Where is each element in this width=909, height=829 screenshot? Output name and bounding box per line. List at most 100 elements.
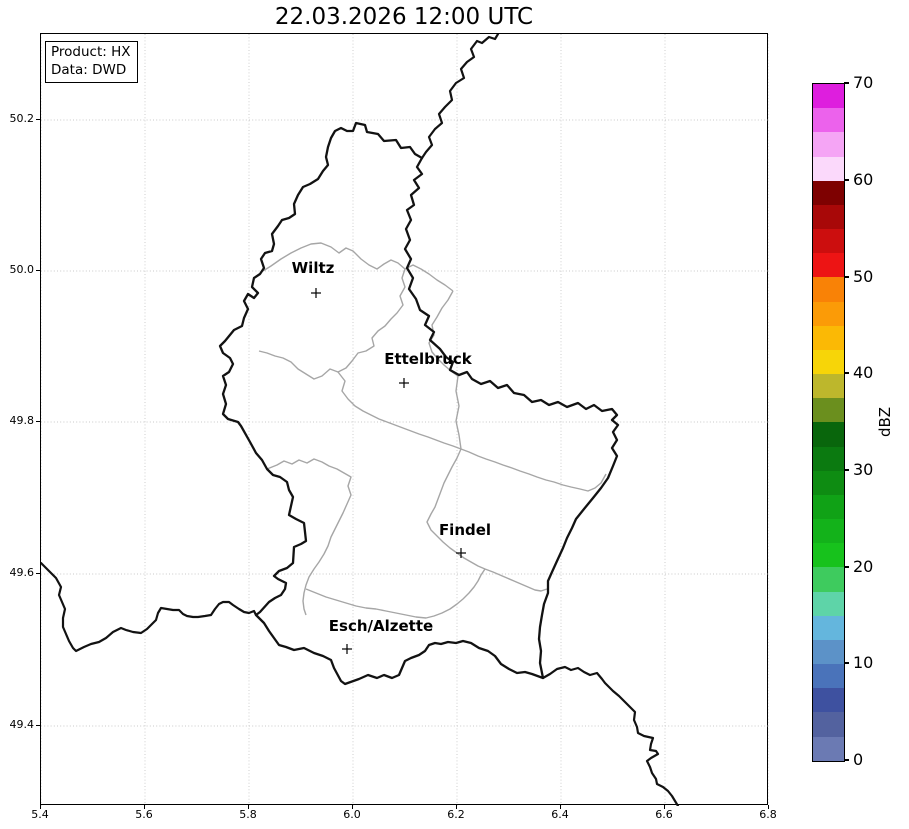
colorbar-segment <box>813 591 844 616</box>
colorbar-tickmark <box>844 179 849 181</box>
colorbar-segment <box>813 494 844 520</box>
colorbar-tick-label: 10 <box>853 653 874 672</box>
colorbar-tick-label: 50 <box>853 267 874 286</box>
colorbar-segment <box>813 543 844 568</box>
city-label: Esch/Alzette <box>328 617 434 635</box>
x-axis-tick-label: 6.4 <box>551 808 569 821</box>
colorbar-segment <box>813 349 844 375</box>
x-axis-tick-label: 6.0 <box>343 808 361 821</box>
x-axis-tickmark <box>559 805 561 809</box>
colorbar-segment <box>813 156 844 181</box>
colorbar-segment <box>813 664 844 689</box>
colorbar-segment <box>813 374 844 399</box>
colorbar-segment <box>813 736 844 761</box>
colorbar-segment <box>813 277 844 302</box>
map-plot-area <box>40 33 769 806</box>
x-axis-tickmark <box>247 805 249 809</box>
product-info-box: Product: HX Data: DWD <box>45 41 138 84</box>
colorbar-segment <box>813 567 844 592</box>
city-marker-cross <box>456 548 466 558</box>
colorbar-segment <box>813 180 844 205</box>
y-axis-tick-label: 49.4 <box>9 718 35 731</box>
luxembourg-country-outline <box>218 121 620 686</box>
gridlines-layer <box>41 34 769 806</box>
y-axis-tick-label: 49.8 <box>9 414 35 427</box>
city-label: Findel <box>438 521 492 539</box>
x-axis-tickmark <box>351 805 353 809</box>
colorbar-tick-label: 20 <box>853 557 874 576</box>
colorbar-tickmark <box>844 469 849 471</box>
x-axis-tick-label: 5.4 <box>31 808 49 821</box>
x-axis-tickmark <box>663 805 665 809</box>
france-germany-border-line <box>541 665 680 806</box>
france-belgium-border-line <box>41 561 258 653</box>
colorbar-segment <box>813 325 844 350</box>
colorbar-segment <box>813 229 844 254</box>
x-axis-tick-label: 6.8 <box>759 808 777 821</box>
colorbar-tick-label: 40 <box>853 363 874 382</box>
x-axis-tickmark <box>143 805 145 809</box>
district-border-line <box>258 242 406 380</box>
colorbar-tick-label: 0 <box>853 750 864 769</box>
colorbar-segment <box>813 422 844 447</box>
colorbar-tickmark <box>844 372 849 374</box>
x-axis-tick-label: 6.6 <box>655 808 673 821</box>
colorbar-tick-label: 30 <box>853 460 874 479</box>
colorbar-segment <box>813 108 844 133</box>
colorbar-tick-label: 70 <box>853 73 874 92</box>
map-svg <box>41 34 769 806</box>
colorbar-segment <box>813 301 844 326</box>
x-axis-tickmark <box>455 805 457 809</box>
colorbar-segment <box>813 639 844 665</box>
y-axis-tickmark <box>36 572 40 574</box>
colorbar-tick-label: 60 <box>853 170 874 189</box>
colorbar-tickmark <box>844 82 849 84</box>
district-border-line <box>337 371 607 492</box>
x-axis-tick-label: 6.2 <box>447 808 465 821</box>
colorbar-segment <box>813 519 844 544</box>
x-axis-tick-label: 5.8 <box>239 808 257 821</box>
city-label: Ettelbruck <box>384 350 472 368</box>
city-marker-cross <box>399 378 409 388</box>
city-label: Wiltz <box>291 259 335 277</box>
city-markers-layer <box>311 288 466 654</box>
y-axis-tick-label: 50.2 <box>9 112 35 125</box>
district-border-line <box>266 458 352 616</box>
y-axis-tickmark <box>36 118 40 120</box>
colorbar-segment <box>813 204 844 230</box>
product-line: Product: HX <box>51 44 131 60</box>
colorbar-axis-label: dBZ <box>876 406 894 438</box>
colorbar-segment <box>813 446 844 471</box>
city-marker-cross <box>342 644 352 654</box>
colorbar-tickmark <box>844 759 849 761</box>
x-axis-tick-label: 5.6 <box>135 808 153 821</box>
x-axis-tickmark <box>767 805 769 809</box>
colorbar-segment <box>813 688 844 713</box>
colorbar-segment <box>813 615 844 640</box>
y-axis-tickmark <box>36 420 40 422</box>
y-axis-tickmark <box>36 269 40 271</box>
belgium-germany-border-line <box>420 34 500 160</box>
colorbar-tickmark <box>844 662 849 664</box>
figure-title: 22.03.2026 12:00 UTC <box>274 4 534 30</box>
data-source-line: Data: DWD <box>51 61 127 78</box>
colorbar-segment <box>813 712 844 737</box>
y-axis-tickmark <box>36 724 40 726</box>
colorbar <box>812 83 845 762</box>
district-border-line <box>305 568 486 619</box>
district-border-line <box>404 264 454 292</box>
colorbar-tickmark <box>844 566 849 568</box>
colorbar-tickmark <box>844 276 849 278</box>
colorbar-segment <box>813 398 844 423</box>
city-marker-cross <box>311 288 321 298</box>
district-border-line <box>455 375 462 450</box>
y-axis-tick-label: 49.6 <box>9 566 35 579</box>
colorbar-segment <box>813 470 844 495</box>
x-axis-tickmark <box>39 805 41 809</box>
district-borders-layer <box>258 242 607 619</box>
district-border-line <box>426 448 548 592</box>
colorbar-segment <box>813 253 844 278</box>
y-axis-tick-label: 50.0 <box>9 263 35 276</box>
colorbar-segment <box>813 132 844 157</box>
